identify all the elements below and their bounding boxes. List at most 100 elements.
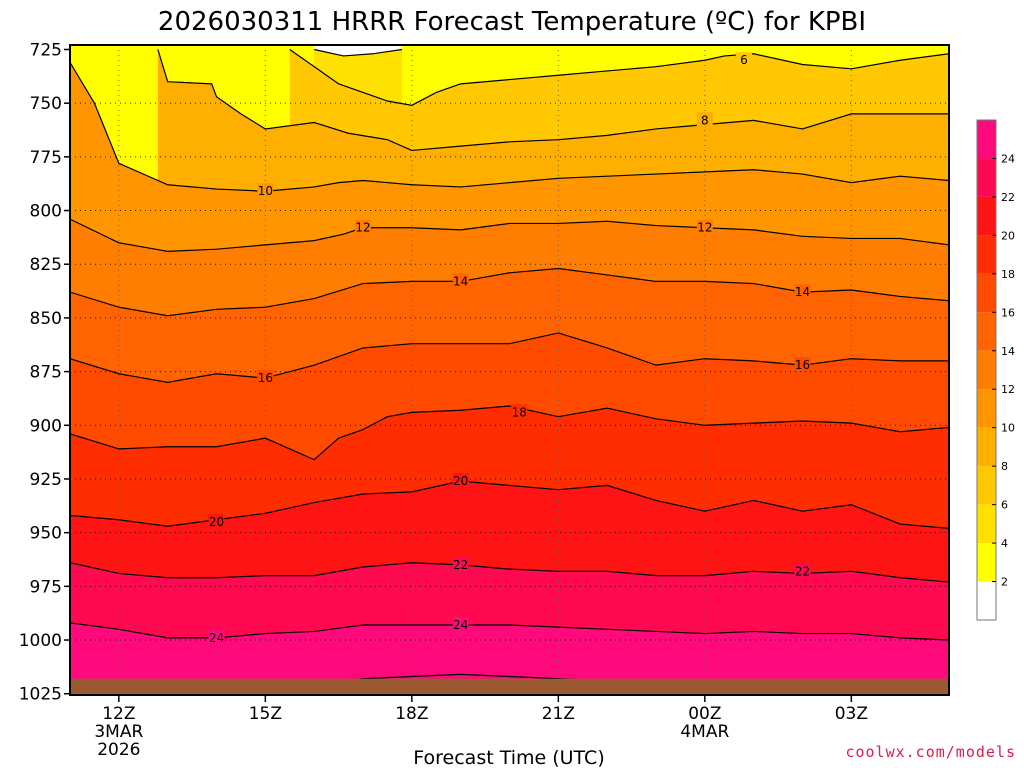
isotherm-label-14-1: 14 bbox=[795, 285, 810, 299]
y-tick-label-950: 950 bbox=[30, 524, 62, 544]
isotherm-12-6 bbox=[70, 218, 949, 252]
isotherm-label-bg-22-0 bbox=[452, 556, 469, 571]
colorbar-label-16: 16 bbox=[1001, 306, 1015, 319]
isotherm-label-8-0: 8 bbox=[701, 113, 709, 127]
y-tick-label-875: 875 bbox=[30, 363, 62, 383]
colorbar-label-18: 18 bbox=[1001, 268, 1015, 281]
isotherm-label-24-0: 24 bbox=[209, 631, 224, 645]
chart-title: 2026030311 HRRR Forecast Temperature (ºC… bbox=[158, 7, 866, 37]
isotherm-6-2 bbox=[289, 48, 949, 106]
colorbar-label-2: 2 bbox=[1001, 576, 1008, 589]
isotherm-label-bg-24-0 bbox=[208, 629, 225, 644]
isotherm-label-12-0: 12 bbox=[355, 221, 370, 235]
isotherm-label-bg-24-1 bbox=[452, 616, 469, 631]
x-tick-label-03Z: 03Z bbox=[835, 704, 868, 724]
isotherm-label-20-0: 20 bbox=[209, 515, 224, 529]
colorbar-swatch-2 bbox=[977, 504, 996, 544]
x-tick-label-21Z: 21Z bbox=[542, 704, 575, 724]
credit-text: coolwx.com/models bbox=[845, 743, 1016, 761]
colorbar-label-20: 20 bbox=[1001, 229, 1015, 242]
y-tick-label-1000: 1000 bbox=[19, 631, 62, 651]
colorbar-label-4: 4 bbox=[1001, 537, 1008, 550]
y-tick-label-800: 800 bbox=[30, 202, 62, 222]
isotherm-label-bg-16-0 bbox=[257, 370, 274, 385]
y-tick-label-850: 850 bbox=[30, 309, 62, 329]
isotherm-label-20-1: 20 bbox=[453, 474, 468, 488]
isotherm-label-18-0: 18 bbox=[512, 405, 527, 419]
colorbar-label-22: 22 bbox=[1001, 191, 1015, 204]
surface-band bbox=[70, 678, 949, 695]
isotherm-4-0 bbox=[314, 48, 403, 57]
colorbar-swatch-9 bbox=[977, 235, 996, 274]
x-tick-year-12Z: 2026 bbox=[97, 740, 140, 760]
temperature-fill-bands bbox=[70, 45, 949, 695]
y-tick-label-825: 825 bbox=[30, 255, 62, 275]
ground-surface bbox=[70, 678, 949, 695]
colorbar-swatch-6 bbox=[977, 350, 996, 390]
colorbar-swatch-8 bbox=[977, 273, 996, 313]
isotherm-label-24-1: 24 bbox=[453, 618, 468, 632]
colorbar-swatch-11 bbox=[977, 158, 996, 197]
x-tick-label-18Z: 18Z bbox=[395, 704, 428, 724]
x-tick-label-00Z: 00Z bbox=[688, 704, 721, 724]
isotherm-label-16-1: 16 bbox=[795, 358, 810, 372]
x-axis-label: Forecast Time (UTC) bbox=[413, 747, 604, 768]
colorbar-swatch-1 bbox=[977, 543, 996, 582]
isotherm-label-bg-20-1 bbox=[452, 473, 469, 488]
colorbar-label-12: 12 bbox=[1001, 383, 1015, 396]
isotherm-label-bg-12-1 bbox=[696, 219, 713, 234]
y-tick-label-975: 975 bbox=[30, 577, 62, 597]
isotherm-label-16-0: 16 bbox=[258, 371, 273, 385]
y-tick-label-925: 925 bbox=[30, 470, 62, 490]
isotherm-10-5 bbox=[70, 62, 949, 192]
y-tick-label-725: 725 bbox=[30, 40, 62, 60]
colorbar-label-24: 24 bbox=[1001, 152, 1015, 165]
y-tick-label-775: 775 bbox=[30, 148, 62, 168]
band-fill-below-2 bbox=[314, 45, 403, 56]
x-tick-label-15Z: 15Z bbox=[249, 704, 282, 724]
colorbar-label-6: 6 bbox=[1001, 499, 1008, 512]
isotherm-lines: 6 8 10 12 12 14 14 16 16 18 20 20 22 22 24 24 bbox=[70, 48, 949, 693]
colorbar-swatch-0 bbox=[977, 581, 996, 620]
colorbar-label-8: 8 bbox=[1001, 460, 1008, 473]
band-fill-24 bbox=[70, 622, 949, 695]
isotherm-label-10-0: 10 bbox=[258, 184, 273, 198]
grid-lines bbox=[70, 45, 949, 695]
isotherm-8-4 bbox=[157, 49, 949, 152]
colorbar-label-10: 10 bbox=[1001, 422, 1015, 435]
y-tick-label-1025: 1025 bbox=[19, 685, 62, 705]
isotherm-label-bg-12-0 bbox=[355, 219, 371, 234]
isotherm-label-12-1: 12 bbox=[697, 221, 712, 235]
isotherm-label-bg-8-0 bbox=[696, 112, 713, 127]
colorbar-swatch-5 bbox=[977, 389, 996, 428]
isotherm-label-bg-16-1 bbox=[794, 357, 811, 372]
colorbar-swatch-4 bbox=[977, 427, 996, 467]
y-axis: 725 750 775 800 825 850 875 900 925 950 975 1000 102… bbox=[19, 40, 70, 705]
isotherm-label-6-0: 6 bbox=[740, 53, 748, 67]
colorbar-swatch-7 bbox=[977, 312, 996, 351]
y-tick-label-900: 900 bbox=[30, 416, 62, 436]
colorbar-frame bbox=[976, 119, 997, 621]
isotherm-label-22-0: 22 bbox=[453, 558, 468, 572]
x-tick-label-12Z: 12Z bbox=[102, 704, 135, 724]
colorbar-swatch-3 bbox=[977, 466, 996, 505]
isotherm-label-bg-10-0 bbox=[257, 183, 274, 198]
isotherm-label-bg-14-1 bbox=[794, 284, 811, 299]
plot-frame bbox=[69, 44, 950, 696]
colorbar-swatch-12 bbox=[977, 120, 996, 159]
isotherm-label-22-1: 22 bbox=[795, 564, 810, 578]
x-tick-sublabel-12Z: 3MAR bbox=[94, 722, 143, 742]
y-tick-label-750: 750 bbox=[30, 94, 62, 114]
colorbar-label-14: 14 bbox=[1001, 345, 1015, 358]
isotherm-label-bg-14-0 bbox=[452, 273, 469, 288]
isotherm-18-9 bbox=[70, 405, 949, 461]
isotherm-label-14-0: 14 bbox=[453, 274, 468, 288]
isotherm-label-bg-22-1 bbox=[794, 563, 811, 578]
colorbar-swatch-10 bbox=[977, 196, 996, 236]
isotherm-label-bg-20-0 bbox=[208, 513, 225, 528]
isotherm-label-bg-18-0 bbox=[511, 404, 528, 419]
isotherm-label-bg-6-0 bbox=[735, 52, 752, 67]
